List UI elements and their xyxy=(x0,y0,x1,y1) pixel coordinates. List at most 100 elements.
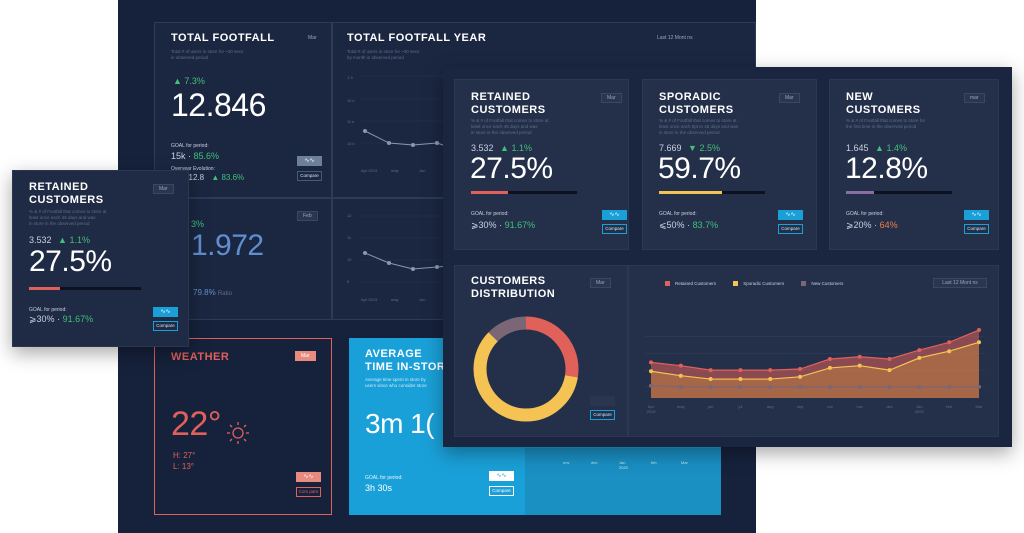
progress-track xyxy=(659,191,765,194)
x-tick: Apr 2019 xyxy=(361,297,378,302)
progress-fill xyxy=(846,191,874,194)
compare-button[interactable]: Compare xyxy=(590,410,615,420)
sparkline-button[interactable]: ∿∿ xyxy=(153,307,178,317)
retained-value: 27.5% xyxy=(470,152,553,185)
data-point xyxy=(827,384,832,389)
distribution-donut-chart xyxy=(473,316,579,422)
data-point xyxy=(738,368,743,373)
x-tick-label: Apr xyxy=(648,404,655,409)
goal-label: GOAL for period: xyxy=(471,211,509,217)
progress-fill xyxy=(29,287,60,290)
goal-percent: 91.67% xyxy=(62,314,94,324)
goal-value: ⩾30% xyxy=(29,314,55,324)
card-title: AVERAGE TIME IN-STOR xyxy=(365,348,446,373)
data-point xyxy=(768,384,773,389)
compare-button[interactable]: Compare xyxy=(778,224,803,234)
goal-label: GOAL for period: xyxy=(171,143,209,149)
goal-percent: 85.6% xyxy=(193,151,220,161)
compare-button[interactable]: Com pare xyxy=(296,487,321,497)
x-tick-label: feb xyxy=(946,404,952,409)
temperature-value: 22° xyxy=(171,405,221,443)
data-point xyxy=(768,368,773,373)
data-point xyxy=(917,355,922,360)
progress-track xyxy=(471,191,577,194)
goal-percent: 83.7% xyxy=(692,220,719,230)
legend-item: Sporadic Customers xyxy=(733,281,784,287)
sparkline-button[interactable]: ∿∿ xyxy=(489,471,514,481)
goal-row: 79.8% Ratio xyxy=(193,288,232,297)
goal-value: ⩽50% xyxy=(659,220,685,230)
card-title: WEATHER xyxy=(171,351,230,363)
goal-row: ⩾30% · 91.67% xyxy=(471,220,536,230)
compare-button[interactable]: Compare xyxy=(602,224,627,234)
period-select[interactable]: Last 12 Mont ns xyxy=(657,35,693,41)
x-tick: nov xyxy=(563,460,570,465)
x-tick-label: Jan xyxy=(916,404,922,409)
data-point xyxy=(649,383,653,388)
period-select[interactable]: Mar xyxy=(779,93,800,103)
x-tick-label: 2019 xyxy=(647,409,657,414)
card-description: Total # of users in store for ~30 secs by… xyxy=(347,49,420,60)
ratio-label: Ratio xyxy=(217,291,232,297)
new-customers-card: NEW CUSTOMERS mar % & # of Footfall that … xyxy=(829,79,999,250)
compare-button[interactable]: Compare xyxy=(153,321,178,331)
y-tick: 12 xyxy=(347,213,352,218)
total-footfall-card: TOTAL FOOTFALL Mar Total # of users in s… xyxy=(154,22,332,198)
customers-distribution-card: CUSTOMERS DISTRIBUTION Mar Compare xyxy=(454,265,628,437)
count-row: 3.532 ▲ 1.1% xyxy=(471,143,532,153)
sparkline-button[interactable]: ∿∿ xyxy=(296,472,321,482)
change-indicator: ▲ 1.1% xyxy=(58,235,90,245)
sparkline-button[interactable] xyxy=(590,396,615,406)
count-row: 3.532 ▲ 1.1% xyxy=(29,235,90,245)
data-point xyxy=(887,384,892,389)
x-tick: dec xyxy=(591,460,598,465)
period-select[interactable]: Mar xyxy=(308,35,317,41)
goal-percent: 79.8% xyxy=(193,288,216,297)
progress-fill xyxy=(471,191,509,194)
data-point xyxy=(798,374,803,379)
sparkline-button[interactable]: ∿∿ xyxy=(964,210,989,220)
data-point xyxy=(678,384,683,389)
customers-trend-card: Retained Customers Sporadic Customers Ne… xyxy=(628,265,999,437)
period-select[interactable]: Feb xyxy=(297,211,318,221)
period-select[interactable]: Mar xyxy=(590,278,611,288)
donut-slice xyxy=(473,316,579,422)
goal-value: ⩾30% xyxy=(471,220,497,230)
y-tick: 10 xyxy=(347,257,352,262)
sparkline-button[interactable]: ∿∿ xyxy=(778,210,803,220)
y-tick: 10 k xyxy=(347,141,355,146)
x-tick-label: jul xyxy=(737,404,742,409)
period-select[interactable]: Mar xyxy=(153,184,174,194)
progress-fill xyxy=(659,191,723,194)
goal-percent: 91.67% xyxy=(504,220,536,230)
customers-panel: RETAINED CUSTOMERS Mar % & # of Footfall … xyxy=(443,67,1012,447)
sparkline-button[interactable]: ∿∿ xyxy=(602,210,627,220)
legend-swatch xyxy=(665,281,670,287)
sparkline-button[interactable]: ∿∿ xyxy=(297,156,322,166)
x-tick-label: oct xyxy=(827,404,833,409)
period-select[interactable]: Mar xyxy=(601,93,622,103)
period-select[interactable]: mar xyxy=(964,93,985,103)
data-point xyxy=(798,384,803,389)
compare-button[interactable]: Compare xyxy=(489,486,514,496)
card-description: % & # of Footfall that comes to store at… xyxy=(471,118,549,135)
period-select[interactable]: Last 12 Mont ns xyxy=(933,278,987,288)
new-value: 12.8% xyxy=(845,152,928,185)
card-description: % & # of Footfall that comes to store fo… xyxy=(846,118,926,129)
y-tick: 9 xyxy=(347,279,350,284)
card-description: % & # of Footfall that comes to store at… xyxy=(29,209,107,226)
card-title: NEW CUSTOMERS xyxy=(846,91,921,116)
donut-slice xyxy=(473,316,579,422)
data-point xyxy=(768,377,773,382)
data-point xyxy=(977,340,981,345)
card-description: Average time spent in store by users sinc… xyxy=(365,377,427,388)
series-area xyxy=(651,330,979,398)
legend-swatch xyxy=(801,281,807,287)
period-select[interactable]: Mar xyxy=(295,351,316,361)
progress-track xyxy=(846,191,952,194)
compare-button[interactable]: Compare xyxy=(964,224,989,234)
data-point xyxy=(977,384,981,389)
card-title: TOTAL FOOTFALL xyxy=(171,32,275,44)
compare-button[interactable]: Compare xyxy=(297,171,322,181)
data-point xyxy=(857,384,862,389)
